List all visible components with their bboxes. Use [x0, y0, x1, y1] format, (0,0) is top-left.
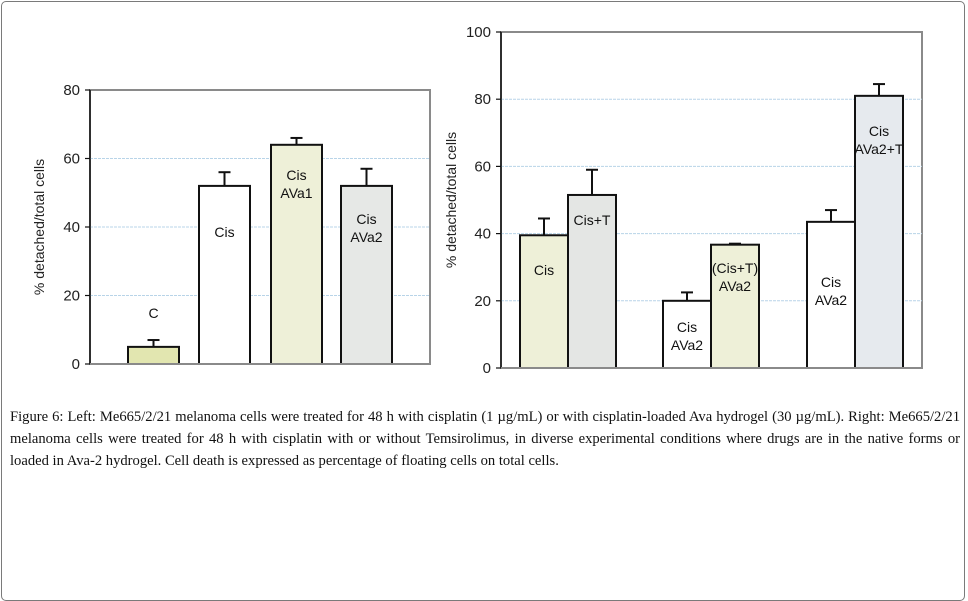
figure-caption: Figure 6: Left: Me665/2/21 melanoma cell…	[10, 406, 960, 472]
y-tick-label: 60	[474, 158, 491, 175]
bar	[270, 143, 323, 365]
caption-text: Left: Me665/2/21 melanoma cells were tre…	[10, 409, 960, 469]
bar-label: AVa2	[719, 278, 751, 294]
bar	[567, 193, 617, 369]
bar-label: Cis+T	[574, 212, 611, 228]
bar	[519, 234, 569, 369]
bar-label: Cis	[534, 262, 554, 278]
figure-charts: 0 20 40 60 80 % detached/total cells C Cis Cis AV…	[31, 24, 923, 377]
bar-label: Cis	[356, 211, 376, 227]
bar	[806, 220, 856, 369]
y-tick-label: 80	[474, 91, 491, 108]
y-tick-label: 40	[474, 226, 491, 243]
bar	[127, 345, 180, 365]
bar-label: Cis	[286, 167, 306, 183]
y-tick-label: 20	[63, 288, 80, 305]
bar-label: AVa2	[350, 229, 382, 245]
caption-label: Figure 6:	[10, 409, 64, 425]
bar	[198, 184, 251, 365]
left-chart: 0 20 40 60 80 % detached/total cells C Cis Cis AV…	[31, 82, 431, 373]
bar	[854, 94, 904, 369]
y-tick-label: 100	[466, 24, 491, 41]
y-axis-label: % detached/total cells	[443, 132, 459, 268]
y-tick-label: 0	[72, 356, 80, 373]
bar-label: Cis	[869, 123, 889, 139]
y-tick-label: 20	[474, 293, 491, 310]
bar-label: AVa2	[815, 292, 847, 308]
bar-label: AVa2+T	[855, 141, 904, 157]
y-tick-label: 0	[483, 360, 491, 377]
bar-label: AVa1	[280, 185, 312, 201]
bar-label: Cis	[677, 319, 697, 335]
bar-label: C	[148, 305, 158, 321]
bar-label: (Cis+T)	[712, 260, 758, 276]
bar-label: AVa2	[671, 337, 703, 353]
bar	[710, 243, 760, 369]
y-tick-label: 80	[63, 82, 80, 99]
y-tick-label: 40	[63, 219, 80, 236]
right-chart: 0 20 40 60 80 100 % detached/total cells Cis Cis…	[443, 24, 923, 377]
bar-label: Cis	[821, 274, 841, 290]
bar-label: Cis	[214, 224, 234, 240]
y-axis-label: % detached/total cells	[31, 159, 47, 295]
y-tick-label: 60	[63, 151, 80, 168]
